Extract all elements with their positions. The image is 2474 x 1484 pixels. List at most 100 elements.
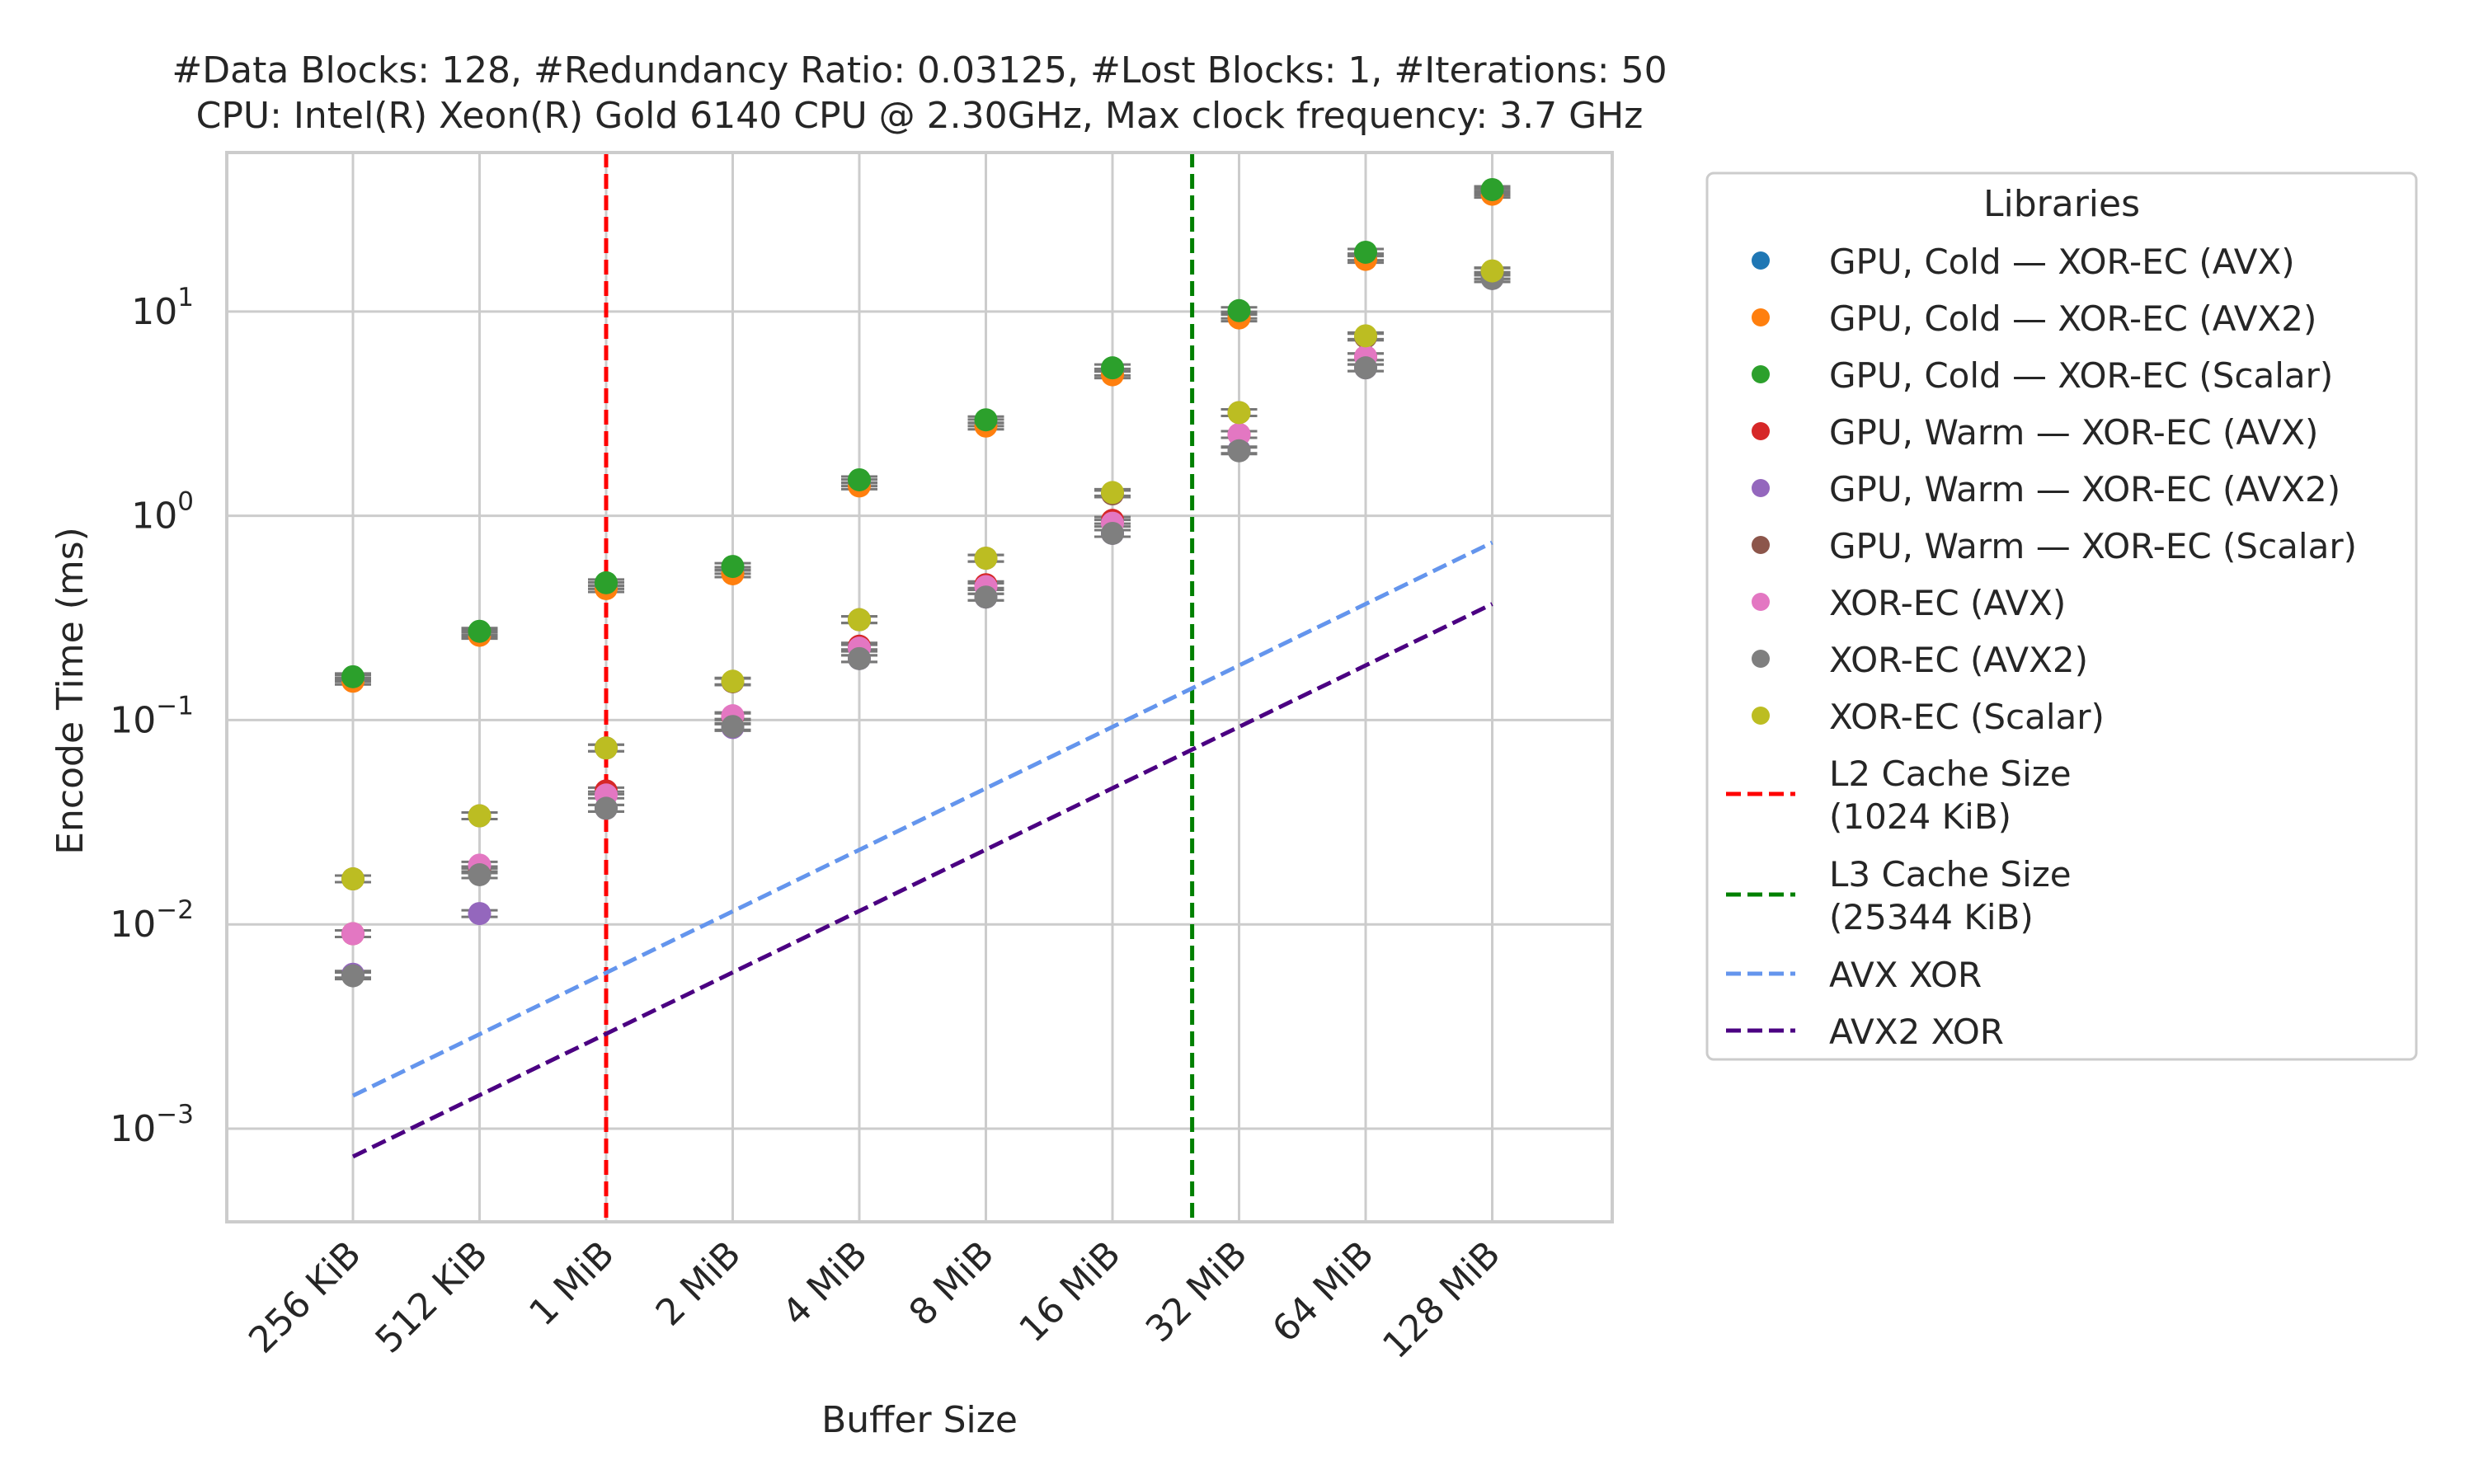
data-point (1227, 423, 1251, 447)
legend-marker (1752, 650, 1770, 668)
legend-title: Libraries (1983, 183, 2140, 225)
y-tick-exponent: 1 (177, 283, 194, 312)
data-point (1101, 521, 1124, 545)
legend-entry: XOR-EC (AVX) (1752, 583, 2066, 623)
data-point (721, 555, 745, 579)
legend-entry: AVX2 XOR (1726, 1012, 2004, 1052)
data-point (341, 665, 365, 688)
legend-entry: GPU, Warm — XOR-EC (AVX2) (1752, 469, 2340, 510)
xor-reference-line (351, 540, 1493, 1098)
legend-label: GPU, Cold — XOR-EC (AVX) (1829, 242, 2295, 282)
legend-marker (1752, 365, 1770, 383)
data-point (1227, 298, 1251, 322)
legend-label: (25344 KiB) (1829, 897, 2034, 937)
data-point (468, 619, 492, 643)
y-tick-exponent: −3 (156, 1100, 194, 1129)
data-point (721, 669, 745, 693)
y-tick-exponent: 0 (177, 487, 194, 517)
legend-entry: XOR-EC (AVX2) (1752, 640, 2088, 680)
legend-entries: GPU, Cold — XOR-EC (AVX) GPU, Cold — XOR-… (1726, 242, 2357, 1052)
data-point (1480, 259, 1504, 283)
data-point (848, 467, 871, 491)
chart-title-line-2: CPU: Intel(R) Xeon(R) Gold 6140 CPU @ 2.… (196, 95, 1644, 137)
svg-text:10−1: 10−1 (110, 691, 194, 741)
legend-entry: GPU, Warm — XOR-EC (Scalar) (1752, 526, 2357, 566)
xor-reference-lines (351, 540, 1493, 1159)
y-tick-exponent: −2 (156, 895, 194, 925)
data-point (341, 964, 365, 988)
legend-marker (1752, 422, 1770, 440)
plot-frame (225, 151, 1614, 1223)
legend-label: (1024 KiB) (1829, 796, 2011, 837)
x-axis-label: Buffer Size (821, 1399, 1018, 1441)
y-tick-label: 100 (131, 487, 194, 538)
legend-label: L3 Cache Size (1829, 854, 2072, 895)
legend-marker (1752, 536, 1770, 554)
legend-entry: L3 Cache Size(25344 KiB) (1726, 854, 2072, 937)
data-point (341, 922, 365, 946)
svg-text:10−3: 10−3 (110, 1100, 194, 1150)
data-point (848, 646, 871, 670)
legend-marker (1752, 593, 1770, 611)
y-axis-label: Encode Time (ms) (49, 527, 92, 855)
data-point (974, 547, 998, 571)
legend-label: GPU, Cold — XOR-EC (Scalar) (1829, 355, 2333, 396)
legend-label: GPU, Warm — XOR-EC (AVX) (1829, 412, 2318, 453)
y-tick-label: 10−1 (110, 691, 194, 741)
legend-box (1705, 171, 2418, 1061)
data-point (1101, 481, 1124, 505)
svg-text:100: 100 (131, 487, 194, 538)
legend: Libraries GPU, Cold — XOR-EC (AVX)GPU, C… (1705, 171, 2418, 1061)
data-point (341, 867, 365, 891)
plot-background (227, 153, 1612, 1222)
legend-label: AVX2 XOR (1829, 1012, 2004, 1052)
y-tick-label: 101 (131, 283, 194, 333)
data-point (974, 585, 998, 609)
xor-reference-line (351, 602, 1493, 1159)
data-point (595, 571, 618, 594)
data-point (595, 796, 618, 820)
data-point (1354, 324, 1377, 348)
data-point (1227, 401, 1251, 425)
cache-size-lines (604, 153, 1195, 1222)
legend-label: XOR-EC (AVX2) (1829, 640, 2088, 680)
legend-label: L2 Cache Size (1829, 754, 2072, 794)
y-tick-exponent: −1 (156, 691, 194, 721)
svg-text:101: 101 (131, 283, 194, 333)
series (335, 259, 1511, 891)
legend-entry: GPU, Cold — XOR-EC (Scalar) (1752, 355, 2333, 396)
legend-marker (1752, 479, 1770, 497)
data-point (721, 715, 745, 739)
data-point (468, 804, 492, 828)
data-point (468, 902, 492, 926)
chart-title-line-1: #Data Blocks: 128, #Redundancy Ratio: 0.… (172, 49, 1667, 92)
data-points (335, 177, 1511, 988)
legend-label: XOR-EC (Scalar) (1829, 697, 2105, 737)
data-point (468, 862, 492, 886)
legend-marker (1752, 251, 1770, 270)
data-point (1354, 240, 1377, 264)
legend-entry: GPU, Cold — XOR-EC (AVX) (1752, 242, 2295, 282)
legend-entry: XOR-EC (Scalar) (1752, 697, 2105, 737)
legend-label: GPU, Warm — XOR-EC (AVX2) (1829, 469, 2340, 510)
legend-label: XOR-EC (AVX) (1829, 583, 2066, 623)
y-tick-base: 10 (131, 291, 177, 333)
data-point (1227, 439, 1251, 463)
y-tick-base: 10 (110, 1108, 156, 1150)
legend-entry: L2 Cache Size(1024 KiB) (1726, 754, 2072, 837)
legend-label: GPU, Warm — XOR-EC (Scalar) (1829, 526, 2357, 566)
y-tick-label: 10−2 (110, 895, 194, 946)
legend-label: GPU, Cold — XOR-EC (AVX2) (1829, 298, 2316, 339)
y-tick-label: 10−3 (110, 1100, 194, 1150)
legend-marker (1752, 308, 1770, 326)
y-tick-base: 10 (110, 699, 156, 741)
y-tick-base: 10 (131, 495, 177, 538)
data-point (1101, 356, 1124, 380)
series (335, 177, 1511, 688)
legend-entry: AVX XOR (1726, 955, 1982, 995)
y-tick-base: 10 (110, 904, 156, 946)
data-point (595, 736, 618, 760)
legend-label: AVX XOR (1829, 955, 1982, 995)
